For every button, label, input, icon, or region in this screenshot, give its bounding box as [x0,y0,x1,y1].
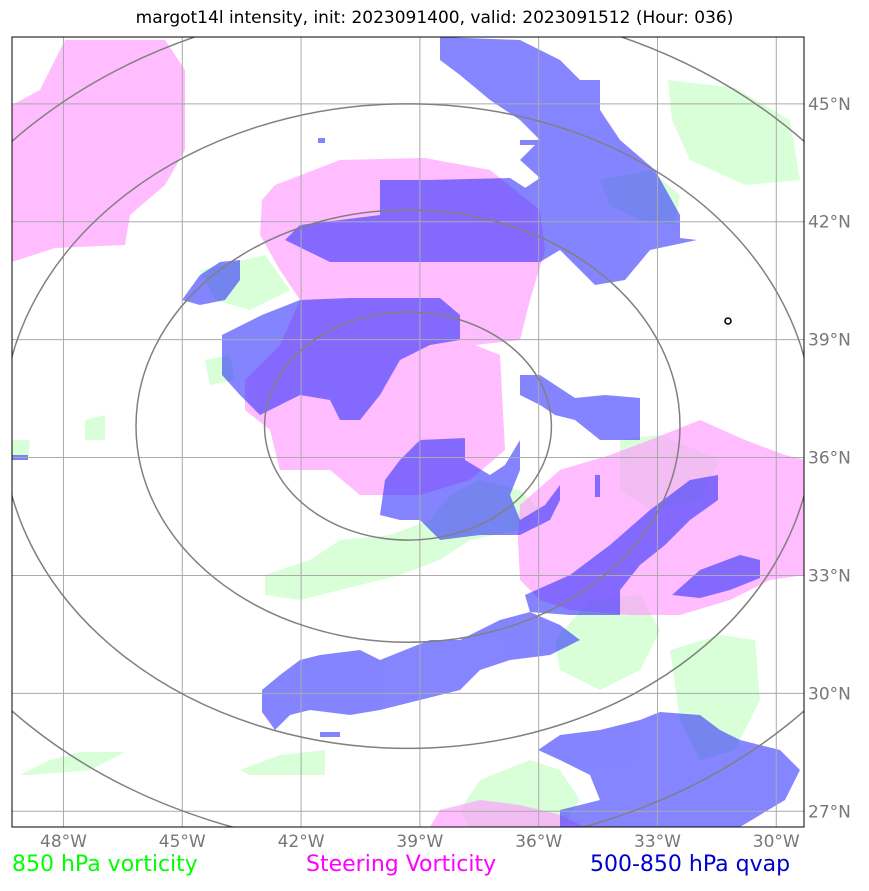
lon-tick-label: 33°W [634,832,681,852]
range-ring [12,103,804,750]
lon-tick-label: 30°W [753,832,800,852]
qvap-field [12,37,800,827]
lon-tick-label: 42°W [278,832,325,852]
lat-tick-label: 27°N [808,802,851,822]
map-frame [11,36,805,828]
lon-tick-label: 48°W [40,832,87,852]
lat-tick-label: 36°N [808,449,851,469]
range-ring [263,311,553,541]
axis-ticks: 48°W 45°W 42°W 39°W 36°W 33°W 30°W 27°N 30°N 33°N… [40,95,851,852]
small-circle-marker [724,317,732,325]
lat-tick-label: 33°N [808,566,851,586]
lon-tick-label: 45°W [159,832,206,852]
lat-tick-label: 45°N [808,95,851,115]
range-rings [12,37,804,827]
legend-850-vorticity: 850 hPa vorticity [12,852,198,877]
map-title: margot14l intensity, init: 2023091400, v… [135,8,734,28]
legend-steering-vorticity: Steering Vorticity [306,852,497,877]
legend-qvap: 500-850 hPa qvap [590,852,791,877]
lat-tick-label: 42°N [808,213,851,233]
lat-tick-label: 39°N [808,331,851,351]
range-ring [135,209,681,644]
lon-tick-label: 39°W [396,832,443,852]
lat-tick-label: 30°N [808,684,851,704]
lon-tick-label: 36°W [515,832,562,852]
